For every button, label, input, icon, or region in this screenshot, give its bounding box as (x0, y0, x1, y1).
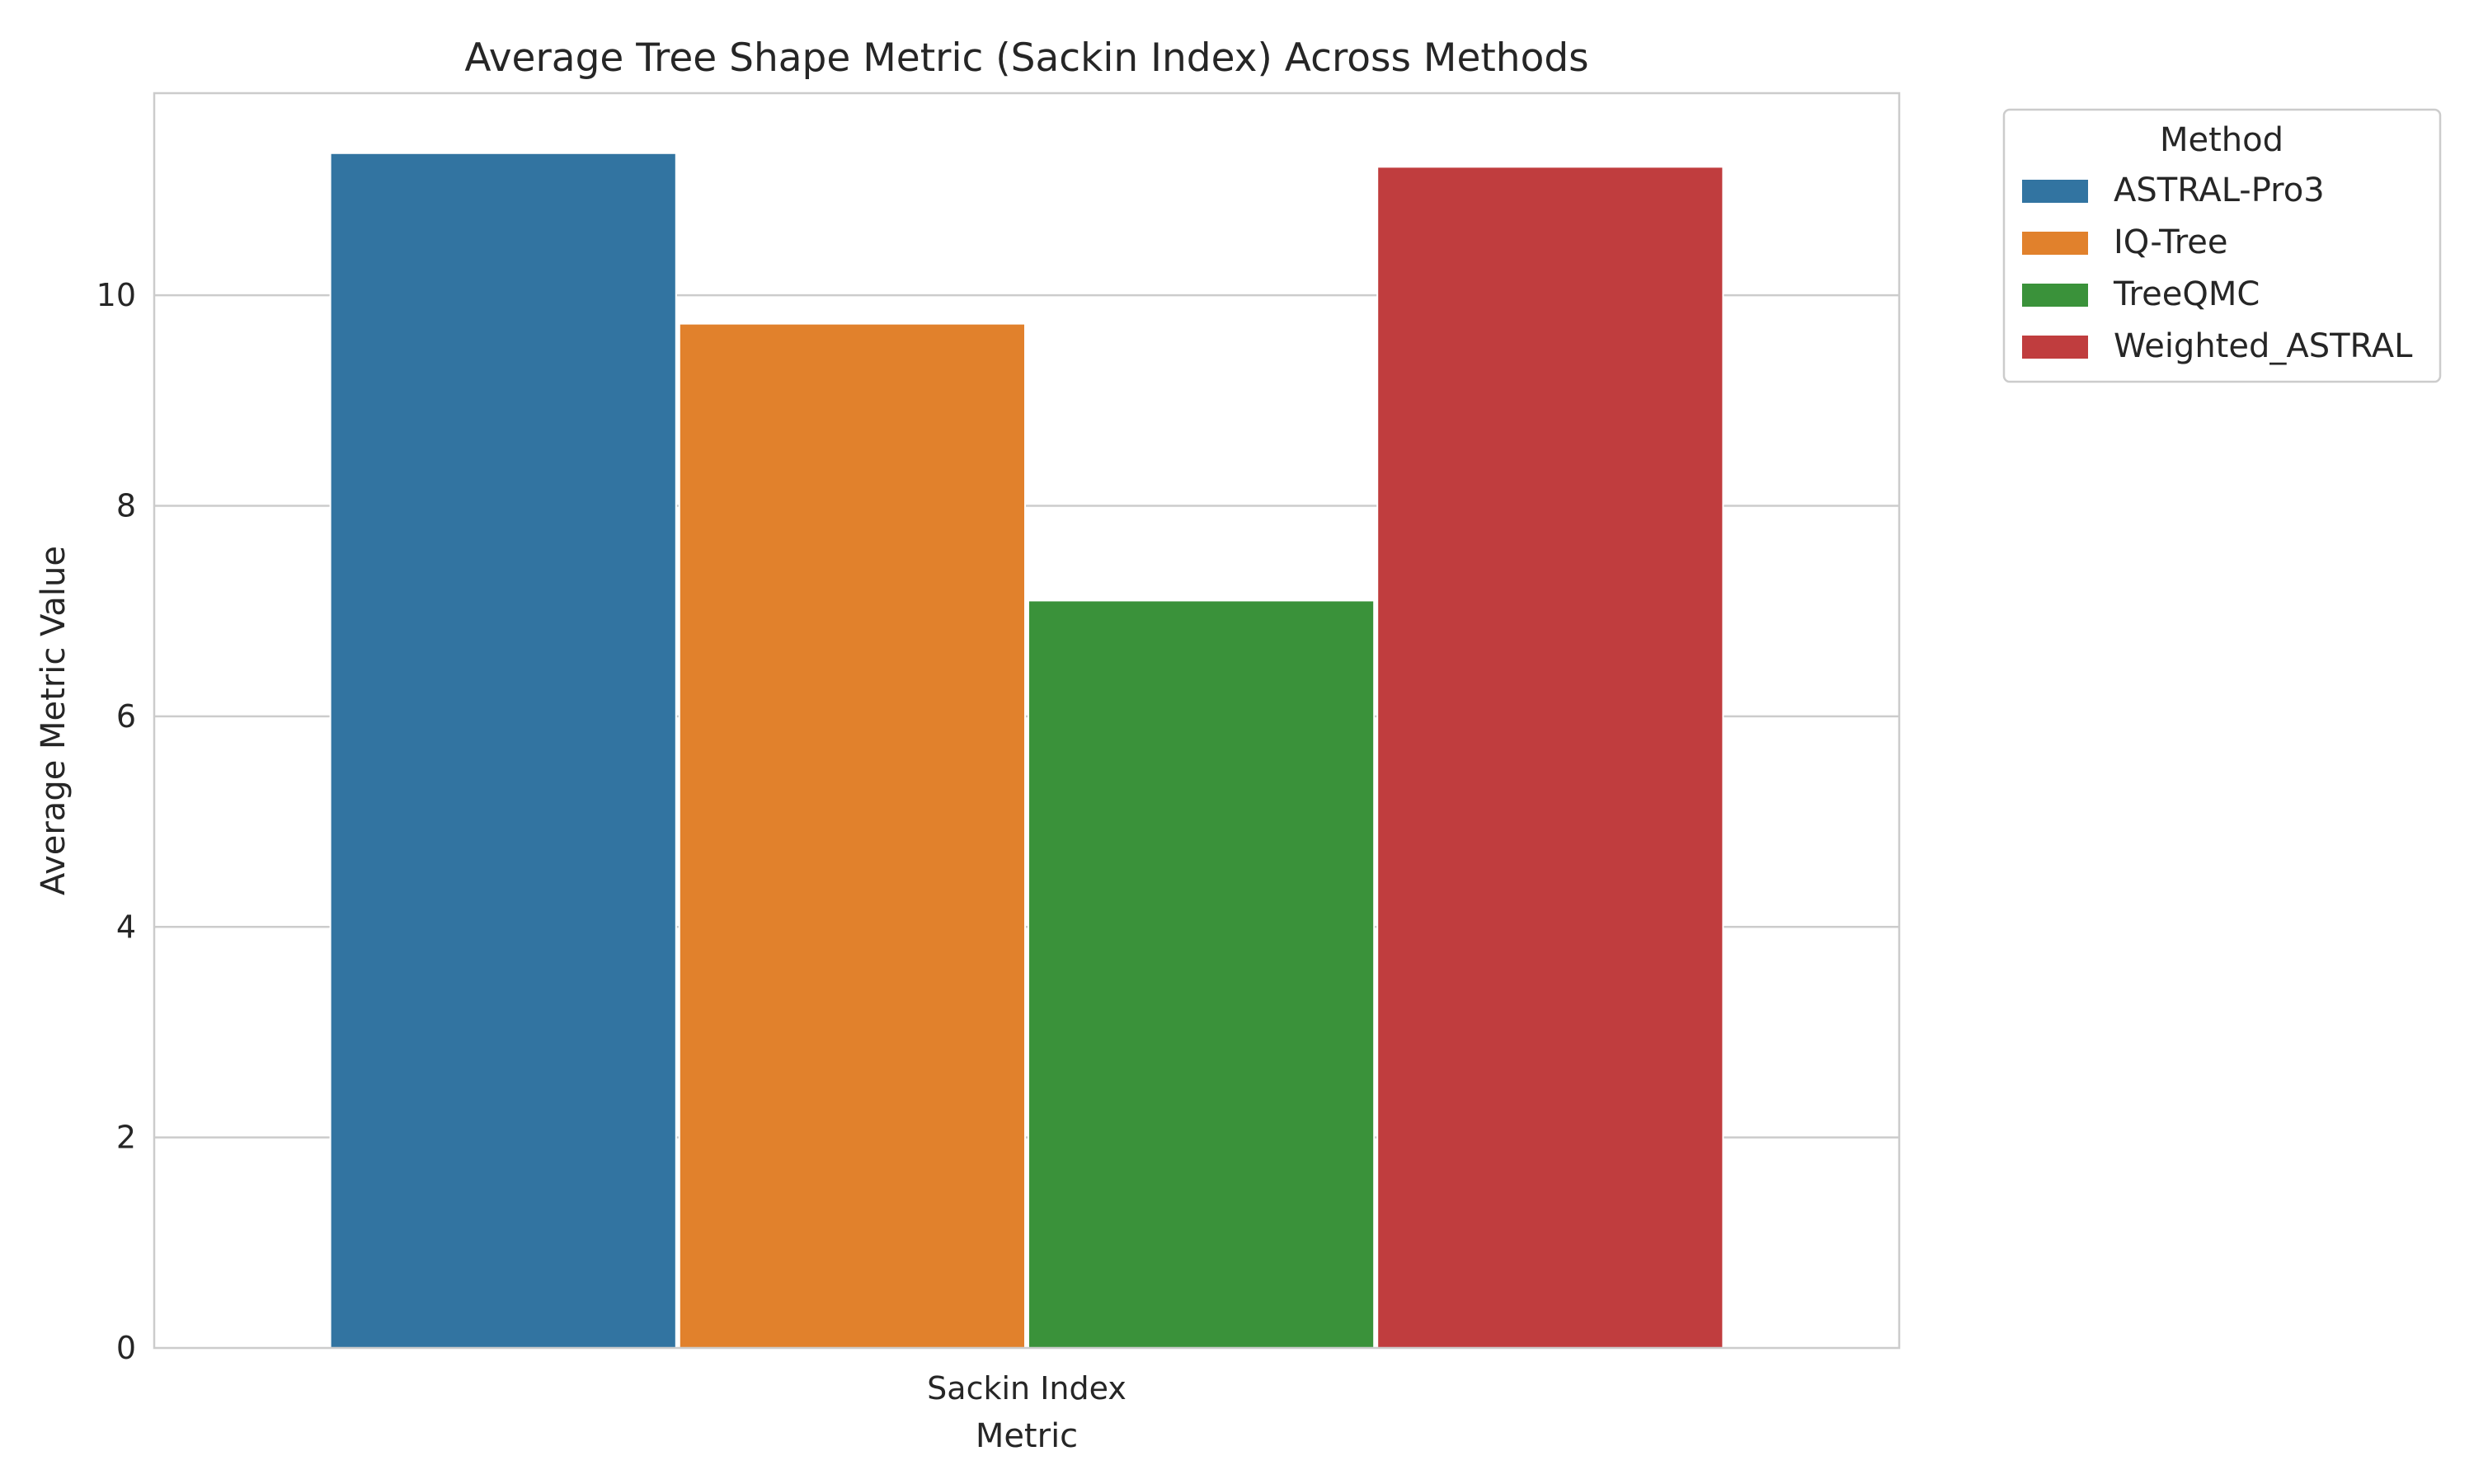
legend-swatch (2022, 284, 2088, 307)
chart-title: Average Tree Shape Metric (Sackin Index)… (464, 35, 1588, 81)
legend-title: Method (2160, 121, 2284, 159)
legend: Method ASTRAL-Pro3 IQ-Tree TreeQMC Weighted… (2002, 108, 2442, 383)
legend-frame (2002, 108, 2442, 383)
bar-astral-pro3 (329, 152, 677, 1350)
x-tick-label: Sackin Index (927, 1370, 1126, 1407)
legend-items: ASTRAL-Pro3 IQ-Tree TreeQMC Weighted_ASTRAL (2022, 171, 2413, 365)
bar-treeqmc (1028, 599, 1376, 1349)
y-tick-label: 4 (116, 909, 136, 945)
legend-entry-label: TreeQMC (2113, 275, 2260, 313)
bars (329, 152, 1724, 1350)
plot-frame (153, 92, 1901, 1350)
legend-swatch (2022, 180, 2088, 203)
y-axis-label: Average Metric Value (35, 546, 73, 895)
y-tick-label: 8 (116, 488, 136, 524)
x-axis-label: Metric (976, 1417, 1078, 1455)
y-tick-labels: 0 2 4 6 8 10 (96, 277, 136, 1366)
legend-entry-label: IQ-Tree (2114, 223, 2228, 261)
y-tick-label: 2 (116, 1120, 136, 1156)
y-tick-label: 6 (116, 698, 136, 735)
legend-entry-label: ASTRAL-Pro3 (2114, 171, 2325, 209)
legend-swatch (2022, 336, 2088, 359)
y-tick-label: 0 (116, 1330, 136, 1366)
x-tick-labels: Sackin Index (927, 1370, 1126, 1407)
y-tick-label: 10 (96, 277, 136, 313)
bar-iq-tree (678, 322, 1026, 1350)
legend-entry-label: Weighted_ASTRAL (2114, 327, 2413, 365)
bar-weighted-astral (1376, 166, 1724, 1350)
legend-swatch (2022, 232, 2088, 255)
